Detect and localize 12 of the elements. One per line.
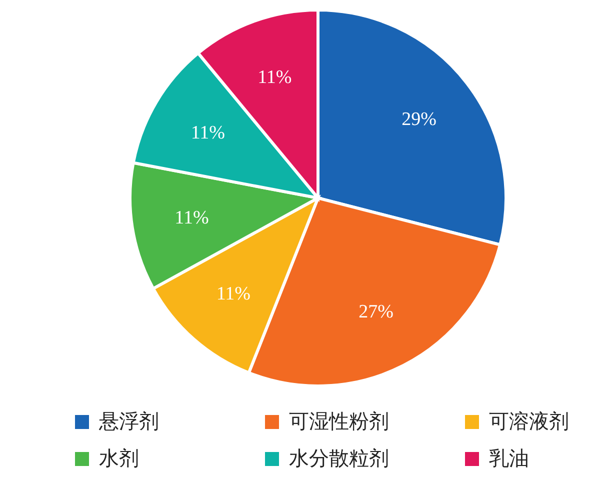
data-label: 11%	[216, 283, 251, 304]
data-label: 27%	[358, 301, 394, 322]
legend-label: 悬浮剂	[99, 408, 159, 435]
legend-label: 水分散粒剂	[289, 445, 389, 472]
legend-label: 可溶液剂	[489, 408, 569, 435]
data-label: 11%	[190, 122, 226, 144]
data-label: 11%	[174, 208, 209, 228]
data-label: 29%	[402, 109, 437, 130]
legend-label: 可湿性粉剂	[289, 408, 389, 435]
data-label: 11%	[258, 67, 292, 88]
legend-label: 乳油	[489, 445, 529, 472]
legend-label: 水剂	[99, 445, 139, 472]
